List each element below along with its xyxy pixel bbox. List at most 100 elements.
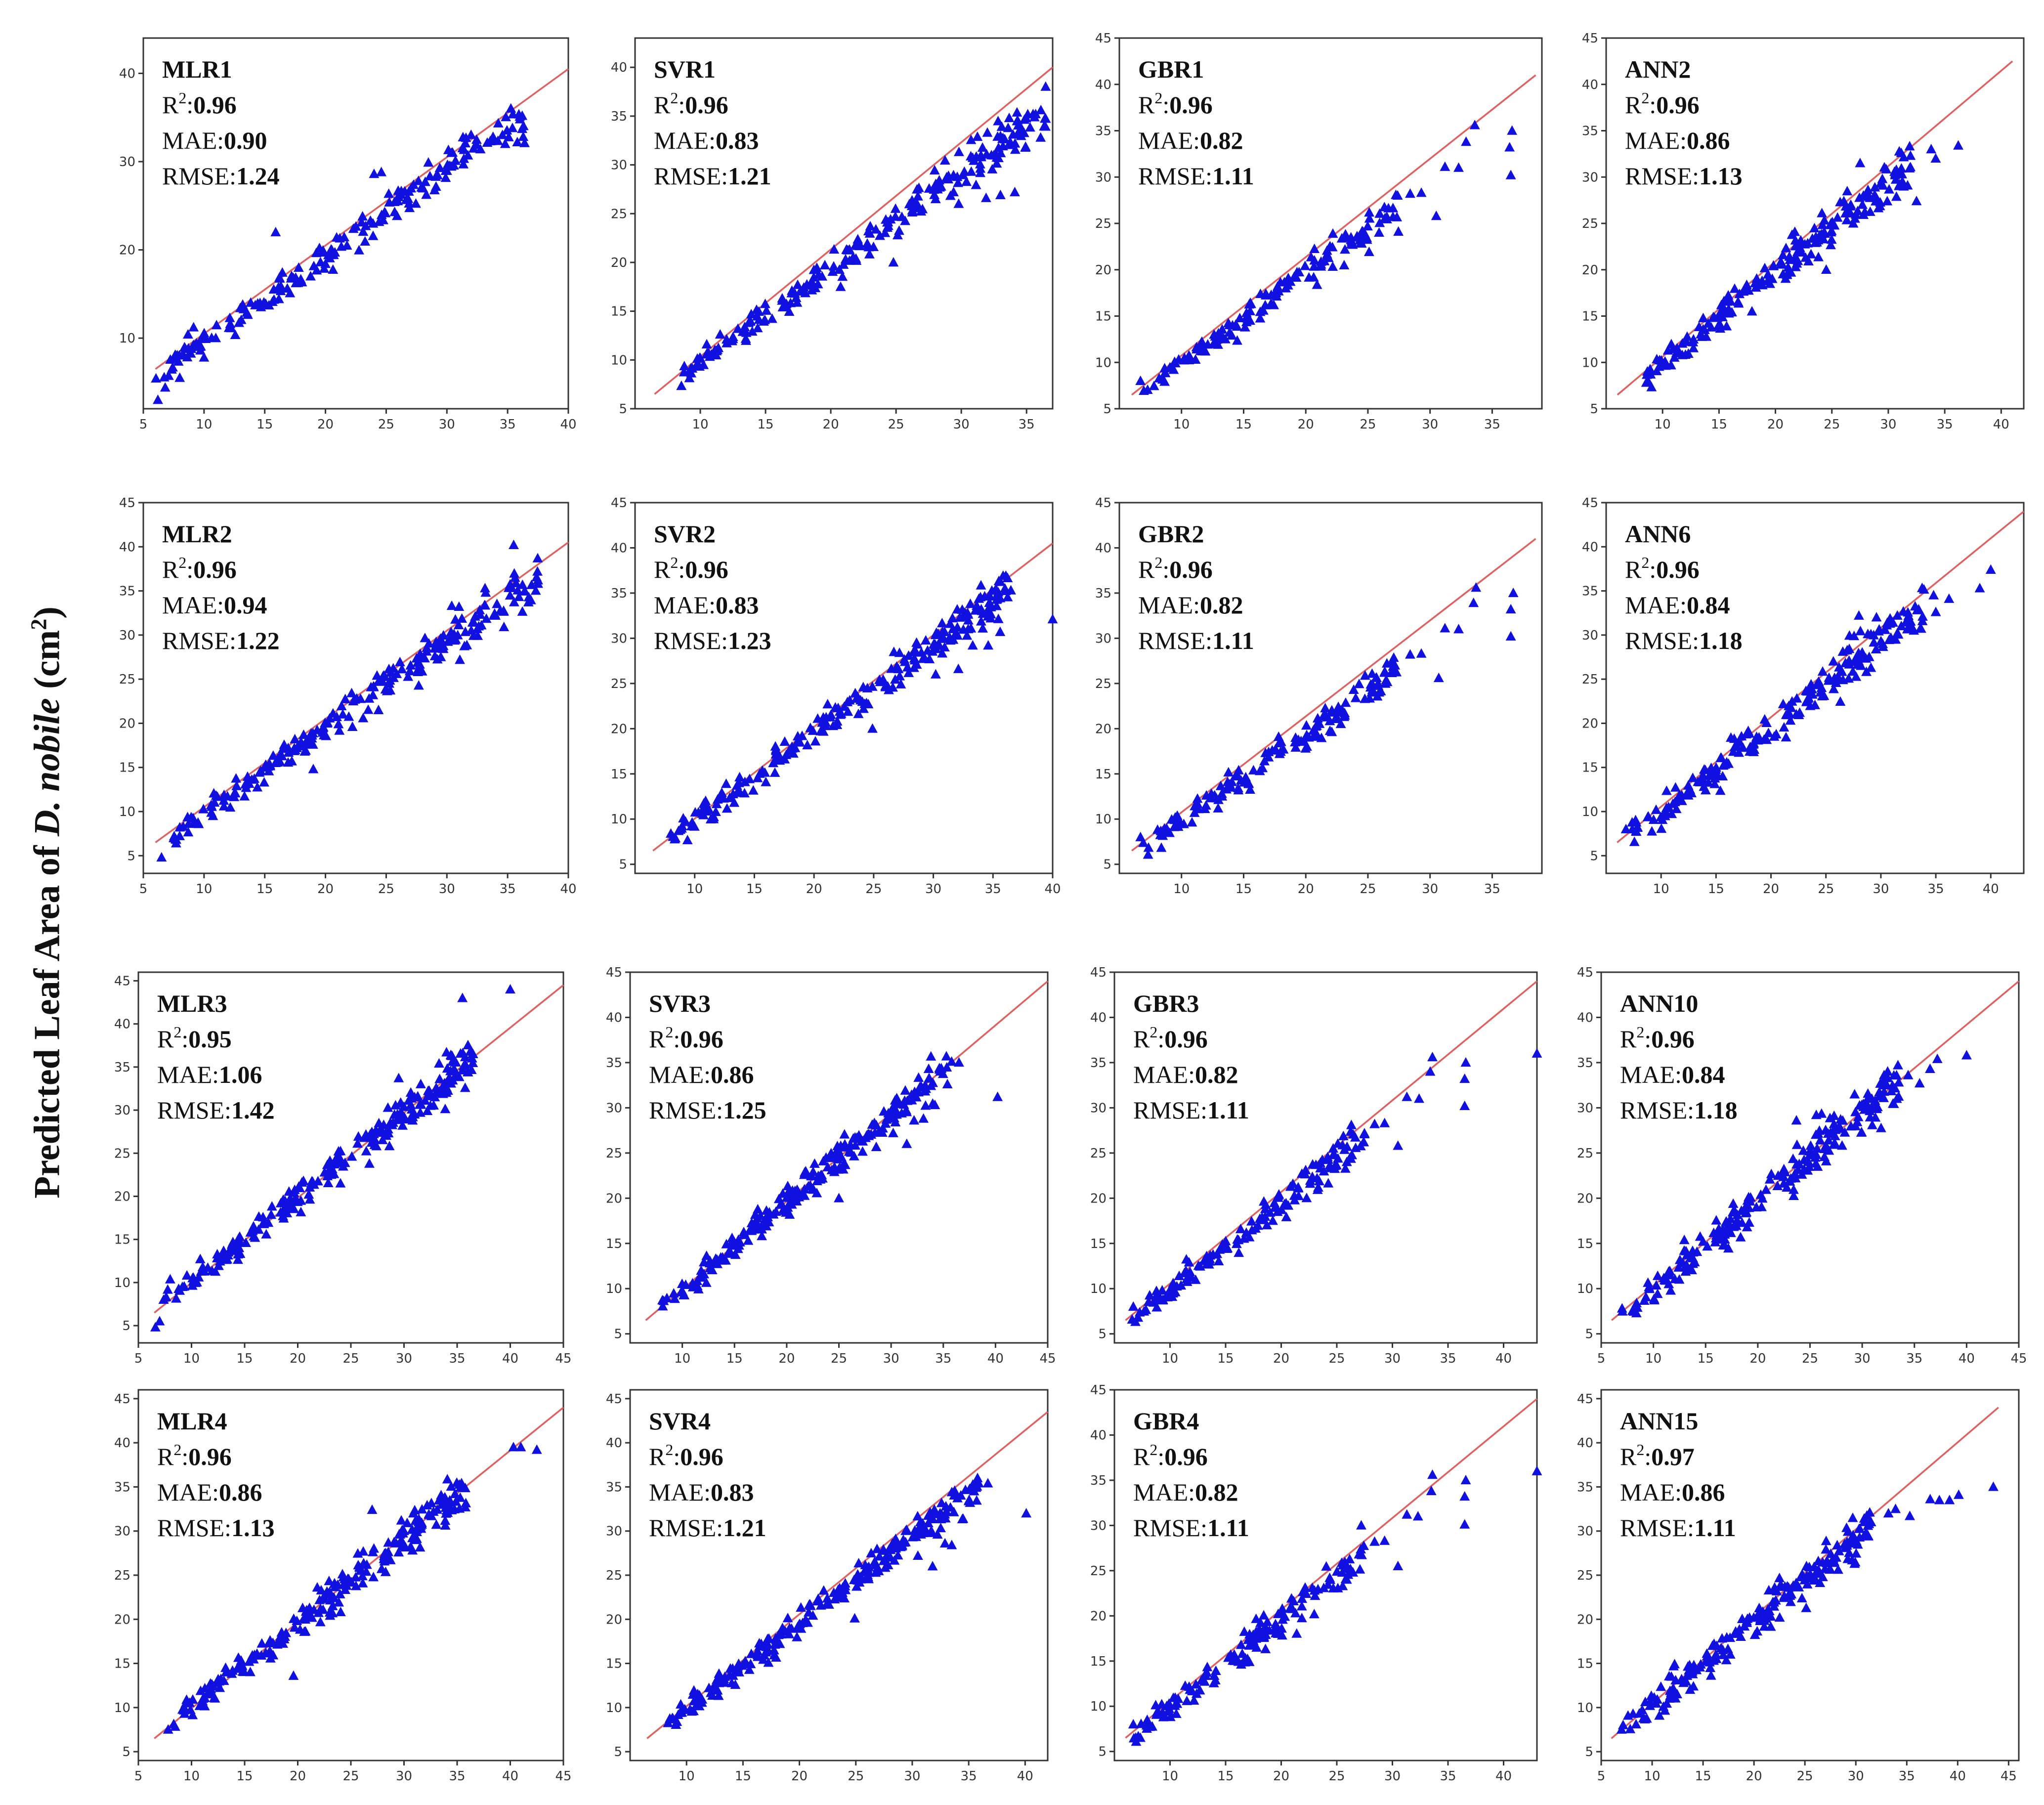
data-point (174, 822, 185, 832)
data-point (1258, 1628, 1269, 1637)
data-point (1742, 1617, 1752, 1627)
y-tick-label: 10 (1090, 1282, 1107, 1296)
data-point (923, 1063, 934, 1073)
data-point (1917, 615, 1928, 625)
data-point (1160, 368, 1171, 378)
data-point (714, 1668, 724, 1678)
data-point (1021, 1508, 1032, 1518)
data-point (1235, 1639, 1246, 1649)
data-point (1891, 1070, 1902, 1080)
data-point (393, 1073, 404, 1082)
data-point (738, 1658, 749, 1668)
data-point (1643, 811, 1654, 821)
data-point (1176, 1280, 1187, 1290)
data-point (1840, 208, 1851, 218)
data-point (1712, 312, 1723, 322)
x-tick-label: 40 (987, 1351, 1004, 1366)
data-point (206, 801, 217, 811)
data-point (1864, 1507, 1875, 1517)
data-point (1695, 1659, 1706, 1669)
x-tick-label: 20 (806, 882, 822, 897)
data-point (1785, 254, 1795, 264)
data-point (963, 615, 974, 625)
r2-label: R2:0.96 (1620, 1023, 1695, 1053)
data-point (364, 1158, 375, 1168)
mae-label: MAE:0.86 (1620, 1478, 1725, 1506)
y-tick-label: 5 (614, 1745, 622, 1760)
x-tick-label: 20 (1749, 1351, 1766, 1366)
data-point (1721, 1216, 1732, 1226)
data-point (326, 1591, 337, 1601)
data-point (932, 1529, 943, 1539)
data-point (837, 271, 848, 281)
data-point (1259, 1632, 1270, 1642)
data-point (822, 1593, 833, 1603)
data-point (300, 745, 311, 755)
y-tick-label: 25 (1095, 216, 1111, 231)
data-point (992, 1091, 1003, 1101)
data-point (328, 264, 339, 274)
x-tick-label: 25 (1818, 882, 1834, 897)
data-point (1702, 1650, 1712, 1660)
data-point (1631, 1297, 1642, 1308)
y-tick-label: 40 (1582, 78, 1598, 92)
data-point (859, 698, 870, 708)
data-point (1471, 582, 1482, 592)
data-point (1761, 717, 1772, 728)
data-point (1309, 1608, 1320, 1619)
data-point (1196, 1675, 1207, 1685)
data-point (1803, 692, 1814, 702)
data-point (1774, 1581, 1785, 1591)
data-point (196, 1699, 207, 1710)
data-point (1730, 1628, 1741, 1638)
data-point (1715, 319, 1726, 329)
data-point (363, 704, 374, 714)
data-point (297, 277, 307, 287)
data-point (1849, 1089, 1860, 1099)
data-point (808, 1610, 818, 1620)
data-point (704, 1258, 715, 1268)
y-tick-label: 20 (119, 716, 135, 731)
data-point (1135, 1732, 1146, 1742)
data-point (1868, 630, 1879, 640)
data-point (1300, 743, 1311, 753)
x-tick-label: 20 (1298, 417, 1314, 432)
data-point (927, 1561, 938, 1571)
x-tick-label: 30 (1873, 882, 1889, 897)
model-name: ANN6 (1625, 520, 1691, 548)
data-point (833, 1584, 844, 1594)
data-point (383, 188, 394, 198)
data-point (205, 1686, 215, 1696)
model-name: SVR2 (654, 520, 716, 548)
y-tick-label: 10 (1577, 1701, 1593, 1716)
data-point (457, 1065, 468, 1074)
data-point (972, 131, 983, 141)
data-point (1836, 665, 1847, 675)
data-point (918, 1113, 929, 1123)
data-point (1260, 300, 1271, 309)
data-point (432, 1504, 443, 1514)
data-point (151, 373, 162, 383)
data-point (862, 238, 873, 248)
data-point (1893, 1091, 1904, 1101)
panel-gbr2: 10 15 20 25 30 3551015202530354045GBR2R2:0.96… (1095, 496, 1543, 897)
data-point (1837, 675, 1848, 685)
data-point (1128, 1719, 1139, 1729)
y-tick-label: 35 (1582, 124, 1598, 139)
data-point (523, 592, 534, 602)
data-point (1010, 144, 1021, 154)
panel-gbr3: 10 15 20 25 30 35 4051015202530354045GBR3R2:0.… (1090, 965, 1542, 1366)
data-point (1630, 815, 1641, 824)
data-point (160, 382, 170, 392)
data-point (907, 1532, 918, 1542)
data-point (1734, 1624, 1745, 1634)
data-point (261, 1229, 272, 1239)
data-point (714, 1677, 724, 1687)
data-point (291, 1194, 302, 1204)
y-tick-label: 20 (611, 256, 627, 270)
data-point (252, 782, 263, 792)
data-point (384, 197, 395, 207)
data-point (270, 226, 281, 237)
data-point (965, 598, 976, 608)
data-point (1393, 226, 1404, 236)
